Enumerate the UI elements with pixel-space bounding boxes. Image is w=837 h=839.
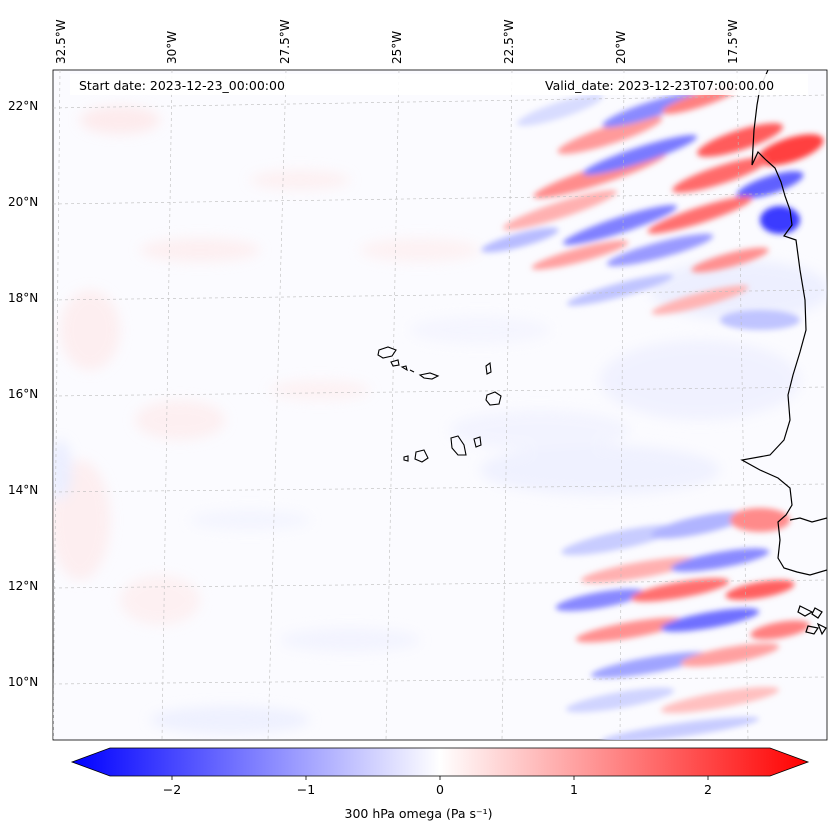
lat-label-20n: 20°N <box>8 195 39 209</box>
lat-label-16n: 16°N <box>8 387 39 401</box>
lon-label-20w: 20°W <box>614 30 628 64</box>
lon-label-27-5w: 27.5°W <box>278 19 292 64</box>
colorbar-ticks <box>171 776 709 780</box>
lat-label-14n: 14°N <box>8 483 39 497</box>
cape-verde-islands <box>377 346 502 463</box>
graticule <box>53 70 827 740</box>
lon-label-32-5w: 32.5°W <box>54 19 68 64</box>
colorbar-tick-label: 1 <box>570 782 578 797</box>
lat-label-12n: 12°N <box>8 579 39 593</box>
colorbar-tick-label: −2 <box>162 782 182 797</box>
colorbar-tick-label: 0 <box>436 782 444 797</box>
lat-label-10n: 10°N <box>8 675 39 689</box>
colorbar <box>70 747 810 777</box>
omega-field <box>53 85 827 740</box>
coastline <box>740 70 827 636</box>
lat-label-18n: 18°N <box>8 291 39 305</box>
colorbar-title: 300 hPa omega (Pa s⁻¹) <box>344 806 493 821</box>
lon-label-17-5w: 17.5°W <box>726 19 740 64</box>
lon-label-30w: 30°W <box>165 30 179 64</box>
lat-label-22n: 22°N <box>8 99 39 113</box>
header-box <box>70 74 808 95</box>
colorbar-tick-label: −1 <box>296 782 316 797</box>
start-date-label: Start date: 2023-12-23_00:00:00 <box>79 78 285 93</box>
lon-label-25w: 25°W <box>390 30 404 64</box>
lon-label-22-5w: 22.5°W <box>502 19 516 64</box>
valid-date-label: Valid_date: 2023-12-23T07:00:00.00 <box>545 78 775 93</box>
colorbar-tick-label: 2 <box>704 782 712 797</box>
